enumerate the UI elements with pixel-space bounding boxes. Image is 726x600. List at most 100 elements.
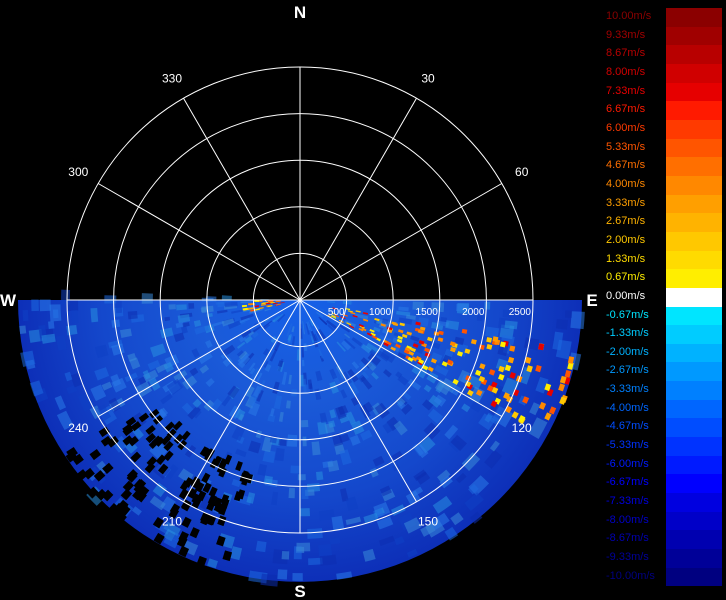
colorbar-row: 2.67m/s — [606, 213, 718, 232]
colorbar-swatch — [666, 512, 722, 531]
colorbar-label: 8.00m/s — [606, 66, 645, 78]
colorbar-label: -1.33m/s — [606, 327, 649, 339]
colorbar-row: 8.00m/s — [606, 64, 718, 83]
colorbar-label: 7.33m/s — [606, 85, 645, 97]
colorbar-row: 5.33m/s — [606, 139, 718, 158]
colorbar-swatch — [666, 493, 722, 512]
colorbar-row: 10.00m/s — [606, 8, 718, 27]
colorbar-label: 2.67m/s — [606, 215, 645, 227]
field-cell — [301, 420, 308, 427]
field-cell — [347, 301, 352, 303]
range-label: 2000 — [462, 307, 485, 318]
colorbar-swatch — [666, 549, 722, 568]
cardinal-e: E — [586, 291, 597, 310]
azimuth-line — [184, 98, 301, 300]
field-cell — [61, 290, 70, 305]
field-cell — [565, 310, 572, 318]
range-label: 500 — [328, 307, 345, 318]
field-cell — [206, 296, 216, 302]
field-cell — [300, 508, 310, 516]
field-cell — [31, 300, 39, 312]
colorbar-swatch — [666, 120, 722, 139]
velocity-field — [18, 290, 585, 587]
colorbar-swatch — [666, 288, 722, 307]
colorbar-swatch — [666, 325, 722, 344]
azimuth-label: 210 — [162, 515, 182, 529]
colorbar-label: 6.67m/s — [606, 103, 645, 115]
azimuth-label: 30 — [421, 71, 435, 85]
colorbar-label: -0.67m/s — [606, 309, 649, 321]
field-cell — [176, 304, 187, 310]
colorbar-row: -4.67m/s — [606, 418, 718, 437]
colorbar-swatch — [666, 139, 722, 158]
colorbar-row: -5.33m/s — [606, 437, 718, 456]
field-cell — [128, 311, 138, 319]
colorbar-label: -4.00m/s — [606, 402, 649, 414]
field-cell — [260, 574, 278, 587]
colorbar-swatch — [666, 213, 722, 232]
colorbar-row: 0.67m/s — [606, 269, 718, 288]
field-cell — [296, 543, 310, 552]
colorbar-row: -8.00m/s — [606, 512, 718, 531]
colorbar-label: -8.00m/s — [606, 514, 649, 526]
positive-velocity-cell — [254, 300, 259, 302]
field-cell — [169, 304, 176, 309]
colorbar-swatch — [666, 157, 722, 176]
colorbar-row: 8.67m/s — [606, 45, 718, 64]
colorbar-row: 4.00m/s — [606, 176, 718, 195]
field-cell — [287, 435, 297, 447]
colorbar-row: 4.67m/s — [606, 157, 718, 176]
field-cell — [303, 437, 307, 447]
colorbar-row: 2.00m/s — [606, 232, 718, 251]
colorbar-row: -3.33m/s — [606, 381, 718, 400]
colorbar-swatch — [666, 176, 722, 195]
colorbar-label: -7.33m/s — [606, 495, 649, 507]
field-cell — [289, 488, 295, 498]
cardinal-s: S — [294, 582, 305, 600]
colorbar-label: -2.00m/s — [606, 346, 649, 358]
azimuth-line — [98, 184, 300, 301]
azimuth-label: 300 — [68, 165, 88, 179]
colorbar-label: 2.00m/s — [606, 234, 645, 246]
colorbar-label: 0.67m/s — [606, 271, 645, 283]
azimuth-label: 120 — [512, 421, 532, 435]
colorbar-row: 0.00m/s — [606, 288, 718, 307]
field-cell — [316, 471, 323, 480]
field-cell — [256, 541, 267, 552]
azimuth-line — [300, 98, 417, 300]
colorbar-label: 4.00m/s — [606, 178, 645, 190]
colorbar-label: -8.67m/s — [606, 532, 649, 544]
colorbar-swatch — [666, 307, 722, 326]
colorbar-label: 10.00m/s — [606, 10, 651, 22]
colorbar-label: 5.33m/s — [606, 141, 645, 153]
colorbar-swatch — [666, 101, 722, 120]
colorbar-row: -7.33m/s — [606, 493, 718, 512]
field-cell — [307, 528, 323, 539]
colorbar-row: 3.33m/s — [606, 195, 718, 214]
field-cell — [292, 573, 302, 581]
colorbar-swatch — [666, 8, 722, 27]
colorbar-swatch — [666, 344, 722, 363]
colorbar-label: -3.33m/s — [606, 383, 649, 395]
colorbar-label: -10.00m/s — [606, 570, 655, 582]
colorbar-row: -1.33m/s — [606, 325, 718, 344]
range-label: 1500 — [416, 307, 439, 318]
colorbar-label: 3.33m/s — [606, 197, 645, 209]
colorbar-label: 1.33m/s — [606, 253, 645, 265]
polar-velocity-plot: NESW3060120150210240300330500 1000 1500 200… — [0, 0, 600, 600]
colorbar-row: -9.33m/s — [606, 549, 718, 568]
colorbar-label: -6.00m/s — [606, 458, 649, 470]
colorbar-swatch — [666, 83, 722, 102]
colorbar-swatch — [666, 530, 722, 549]
azimuth-line — [300, 184, 502, 301]
velocity-colorbar: 10.00m/s 9.33m/s 8.67m/s 8.00m/s 7.33m/s 6.67… — [606, 8, 718, 586]
colorbar-label: 8.67m/s — [606, 47, 645, 59]
field-cell — [40, 299, 51, 311]
positive-velocity-cell — [493, 336, 499, 342]
cardinal-n: N — [294, 3, 306, 22]
colorbar-swatch — [666, 437, 722, 456]
colorbar-row: 6.00m/s — [606, 120, 718, 139]
field-cell — [570, 311, 584, 329]
colorbar-label: -6.67m/s — [606, 476, 649, 488]
field-cell — [290, 466, 301, 474]
